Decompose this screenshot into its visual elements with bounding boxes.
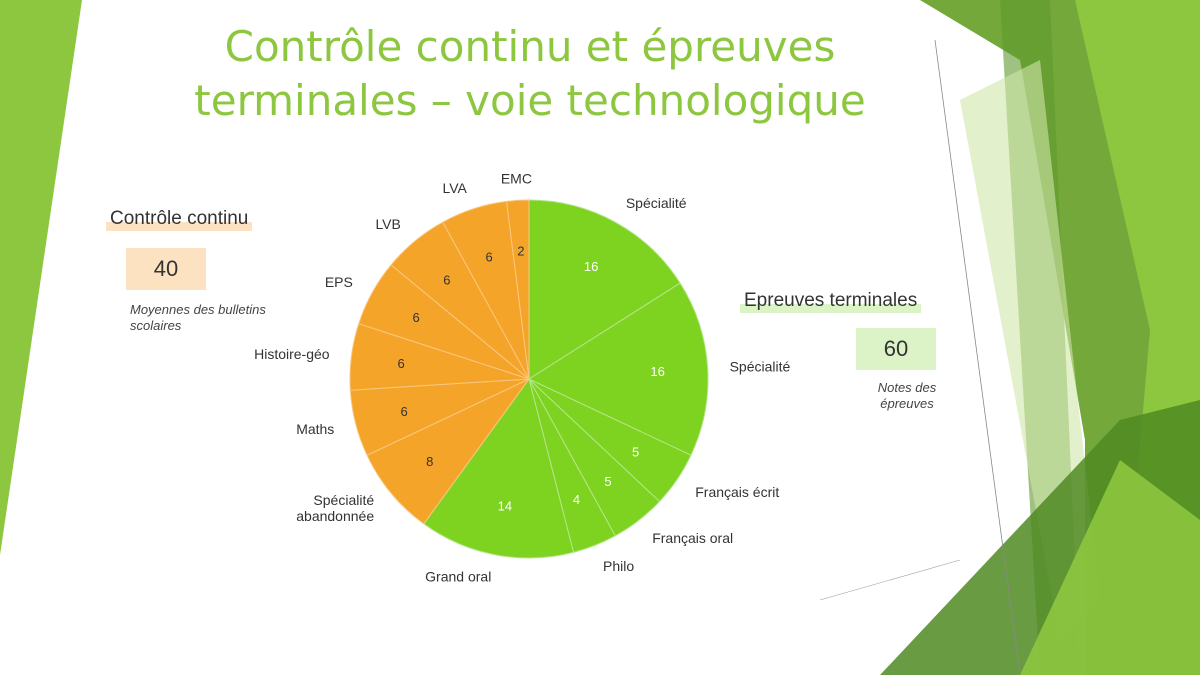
- page-title: Contrôle continu et épreuves terminales …: [194, 22, 866, 125]
- category-label-specialite-1: Spécialité: [730, 358, 791, 374]
- data-label-grand-oral-5: 14: [498, 499, 512, 514]
- epreuves-terminales-score: 60: [856, 328, 936, 370]
- epreuves-terminales-title-text: Epreuves terminales: [740, 290, 922, 313]
- data-label-specialite-1: 16: [650, 364, 664, 379]
- data-label-specialite-0: 16: [584, 259, 598, 274]
- category-label-histoire-geo-8: Histoire-géo: [254, 346, 330, 362]
- controle-continu-title-text: Contrôle continu: [106, 208, 253, 231]
- controle-continu-caption: Moyennes des bulletins scolaires: [130, 302, 266, 333]
- controle-continu-title: Contrôle continu: [106, 208, 253, 231]
- category-label-emc-12: EMC: [501, 170, 532, 186]
- data-label-eps-9: 6: [412, 310, 419, 325]
- pie-slice-specialite-abandonnee-6: [366, 378, 530, 525]
- category-label-eps-9: EPS: [325, 274, 353, 290]
- category-label-maths-7: Maths: [296, 421, 334, 437]
- data-label-specialite-abandonnee-6: 8: [426, 454, 433, 469]
- category-label-specialite-abandonnee-6: Spécialité abandonnée: [296, 492, 374, 524]
- epreuves-terminales-title: Epreuves terminales: [740, 290, 922, 313]
- category-label-francais-oral-3: Français oral: [652, 530, 733, 546]
- controle-continu-score: 40: [126, 248, 206, 290]
- data-label-lva-11: 6: [486, 249, 493, 264]
- category-label-grand-oral-5: Grand oral: [425, 568, 491, 584]
- pie-slice-grand-oral-5: [423, 377, 575, 559]
- epreuves-terminales-caption: Notes des épreuves: [877, 380, 937, 411]
- data-label-francais-oral-3: 5: [604, 474, 611, 489]
- pie-slice-emc-12: [506, 199, 530, 380]
- category-label-francais-ecrit-2: Français écrit: [695, 484, 779, 500]
- category-label-lvb-10: LVB: [375, 216, 400, 232]
- category-label-philo-4: Philo: [603, 558, 634, 574]
- data-label-lvb-10: 6: [443, 273, 450, 288]
- pie-slice-specialite-0: [528, 199, 681, 380]
- category-label-specialite-0: Spécialité: [626, 195, 687, 211]
- data-label-francais-ecrit-2: 5: [632, 444, 639, 459]
- data-label-maths-7: 6: [401, 404, 408, 419]
- data-label-histoire-geo-8: 6: [398, 356, 405, 371]
- pie-slice-specialite-1: [527, 282, 709, 456]
- data-label-emc-12: 2: [517, 243, 524, 258]
- data-label-philo-4: 4: [573, 492, 580, 507]
- category-label-lva-11: LVA: [442, 180, 467, 196]
